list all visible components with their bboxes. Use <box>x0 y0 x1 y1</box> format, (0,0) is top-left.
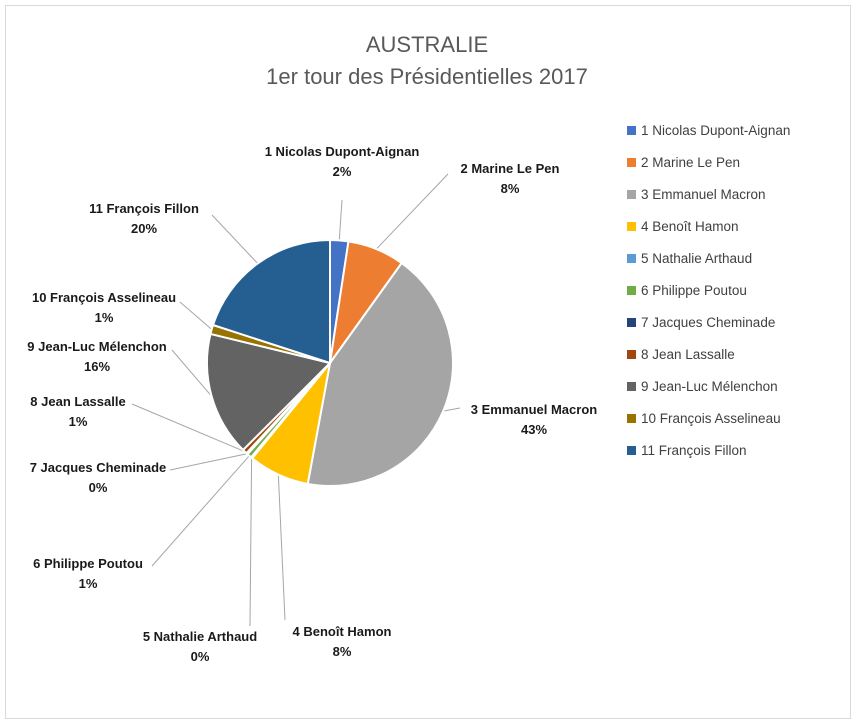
data-label-percent: 2% <box>333 164 352 179</box>
data-label-percent: 0% <box>89 480 108 495</box>
legend-label: 1 Nicolas Dupont-Aignan <box>641 123 790 138</box>
leader-line <box>131 403 245 453</box>
leader-line <box>338 199 343 241</box>
legend-label: 9 Jean-Luc Mélenchon <box>641 379 778 394</box>
leader-line <box>443 407 461 412</box>
legend-label: 4 Benoît Hamon <box>641 219 739 234</box>
leader-line <box>179 301 212 330</box>
legend-swatch <box>627 222 636 231</box>
data-label-percent: 1% <box>95 310 114 325</box>
legend: 1 Nicolas Dupont-Aignan 2 Marine Le Pen 3 … <box>627 123 790 458</box>
pie-slices <box>206 238 454 487</box>
legend-swatch <box>627 414 636 423</box>
chart-title: AUSTRALIE <box>366 32 488 57</box>
leader-lines <box>131 173 461 627</box>
legend-label: 7 Jacques Cheminade <box>641 315 775 330</box>
leader-line <box>151 455 250 567</box>
data-label-name: 6 Philippe Poutou <box>33 556 143 571</box>
data-label-name: 5 Nathalie Arthaud <box>143 629 257 644</box>
pie-slice <box>211 238 331 365</box>
data-label-percent: 1% <box>79 576 98 591</box>
leader-line <box>375 173 449 250</box>
leader-line <box>171 349 212 397</box>
data-label-name: 2 Marine Le Pen <box>461 161 560 176</box>
data-label-name: 9 Jean-Luc Mélenchon <box>27 339 166 354</box>
data-label-name: 11 François Fillon <box>89 201 199 216</box>
legend-label: 2 Marine Le Pen <box>641 155 740 170</box>
data-label-percent: 16% <box>84 359 110 374</box>
legend-swatch <box>627 446 636 455</box>
legend-swatch <box>627 126 636 135</box>
legend-label: 3 Emmanuel Macron <box>641 187 766 202</box>
legend-swatch <box>627 286 636 295</box>
legend-swatch <box>627 350 636 359</box>
pie-slice <box>206 332 332 452</box>
data-label-percent: 20% <box>131 221 157 236</box>
leader-line <box>169 453 248 471</box>
data-label-name: 10 François Asselineau <box>32 290 176 305</box>
leader-line <box>249 457 253 627</box>
legend-swatch <box>627 254 636 263</box>
legend-swatch <box>627 382 636 391</box>
data-label-percent: 43% <box>521 422 547 437</box>
data-label-name: 4 Benoît Hamon <box>293 624 392 639</box>
chart-subtitle: 1er tour des Présidentielles 2017 <box>266 64 588 89</box>
legend-label: 8 Jean Lassalle <box>641 347 735 362</box>
data-label-percent: 1% <box>69 414 88 429</box>
legend-swatch <box>627 190 636 199</box>
data-label-name: 8 Jean Lassalle <box>30 394 125 409</box>
legend-swatch <box>627 158 636 167</box>
legend-label: 6 Philippe Poutou <box>641 283 747 298</box>
data-labels: 1 Nicolas Dupont-Aignan 2% 2 Marine Le Pen… <box>27 144 597 664</box>
data-label-percent: 8% <box>333 644 352 659</box>
leader-line <box>211 214 259 264</box>
data-label-percent: 8% <box>501 181 520 196</box>
legend-label: 11 François Fillon <box>641 443 747 458</box>
data-label-name: 1 Nicolas Dupont-Aignan <box>265 144 420 159</box>
legend-swatch <box>627 318 636 327</box>
legend-label: 5 Nathalie Arthaud <box>641 251 752 266</box>
data-label-name: 7 Jacques Cheminade <box>30 460 167 475</box>
legend-label: 10 François Asselineau <box>641 411 781 426</box>
leader-line <box>277 474 286 621</box>
data-label-percent: 0% <box>191 649 210 664</box>
pie-slice <box>306 261 454 487</box>
data-label-name: 3 Emmanuel Macron <box>471 402 597 417</box>
